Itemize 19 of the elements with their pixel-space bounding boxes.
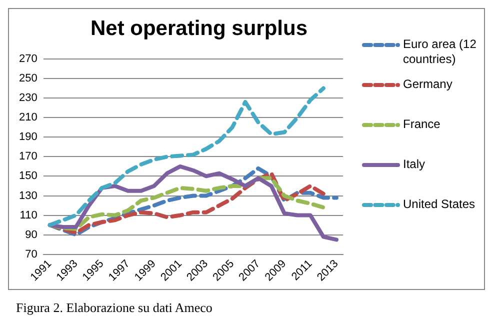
legend-label: Italy	[403, 157, 426, 172]
text: Figura 2. Elaborazione su dati Ameco	[16, 300, 214, 316]
line-series	[48, 86, 326, 228]
y-tick-label: 270	[18, 53, 38, 66]
y-tick-label: 250	[18, 72, 38, 85]
legend-label: France	[403, 117, 440, 132]
y-tick-label: 130	[18, 190, 38, 202]
y-tick-label: 210	[18, 112, 38, 124]
y-tick-label: 90	[25, 228, 38, 241]
chart-title: Net operating surplus	[89, 17, 309, 41]
y-tick-label: 110	[20, 209, 38, 222]
legend-label: Euro area (12 countries)	[403, 37, 478, 67]
legend-label: Germany	[403, 77, 452, 92]
y-tick-label: 150	[18, 170, 38, 182]
y-tick-label: 70	[25, 248, 38, 260]
y-tick-label: 170	[18, 150, 38, 163]
y-tick-label: 230	[18, 92, 38, 104]
legend-label: United States	[403, 197, 476, 212]
y-tick-label: 190	[18, 131, 38, 144]
